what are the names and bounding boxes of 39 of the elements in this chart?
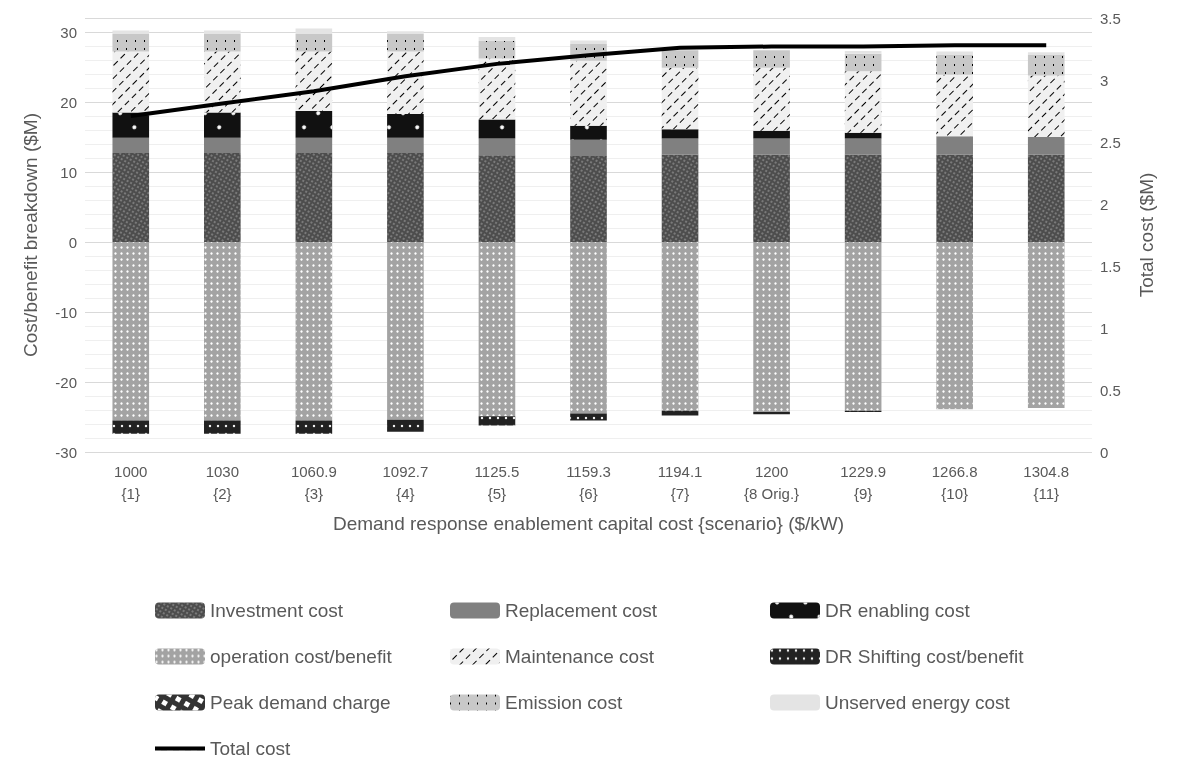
legend-label: Emission cost [505,692,623,713]
y-tick-label: 30 [60,23,77,41]
legend-label: Maintenance cost [505,646,655,667]
y-tick-label: 0 [68,233,77,251]
y-tick-label: 10 [60,163,77,181]
legend-label: Peak demand charge [210,692,391,713]
x-tick-label: 1159.3 {6} [566,462,611,502]
legend-label: DR enabling cost [825,600,971,621]
y2-tick-label: 2.5 [1100,133,1121,151]
y2-tick-label: 3 [1100,71,1109,89]
x-tick-label: 1092.7 {4} [382,462,429,502]
y-tick-label: -20 [55,373,77,391]
y2-tick-label: 0 [1100,443,1109,461]
y2-tick-label: 1.5 [1100,257,1121,275]
legend-label: operation cost/benefit [210,646,393,667]
x-tick-label: 1060.9 {3} [290,462,337,502]
y2-tick-label: 0.5 [1100,381,1121,399]
x-tick-label: 1125.5 {5} [474,462,520,502]
y2-axis-title: Total cost ($M) [1136,172,1157,298]
x-tick-label: 1266.8 {10} [931,462,978,502]
legend-label: Total cost [210,738,291,759]
y-tick-label: -30 [55,443,77,461]
y2-tick-label: 2 [1100,195,1109,213]
legend-label: DR Shifting cost/benefit [825,646,1025,667]
y-tick-label: 20 [60,93,77,111]
y2-tick-label: 3.5 [1100,9,1121,27]
legend-label: Unserved energy cost [825,692,1011,713]
legend-label: Investment cost [210,600,344,621]
x-tick-label: 1030 {2} [205,462,240,502]
y-tick-label: -10 [55,303,77,321]
x-tick-label: 1200 {8 Orig.} [744,462,800,502]
x-tick-label: 1000 {1} [114,462,148,502]
x-axis-title: Demand response enablement capital cost {scenario} ($/kW) [332,513,845,534]
x-tick-label: 1229.9 {9} [840,462,887,502]
x-tick-label: 1304.8 {11} [1023,462,1070,502]
y2-tick-label: 1 [1100,319,1109,337]
legend-label: Replacement cost [505,600,658,621]
x-tick-label: 1194.1 {7} [657,462,703,502]
y-axis-title: Cost/benefit breakdown ($M) [20,113,41,357]
